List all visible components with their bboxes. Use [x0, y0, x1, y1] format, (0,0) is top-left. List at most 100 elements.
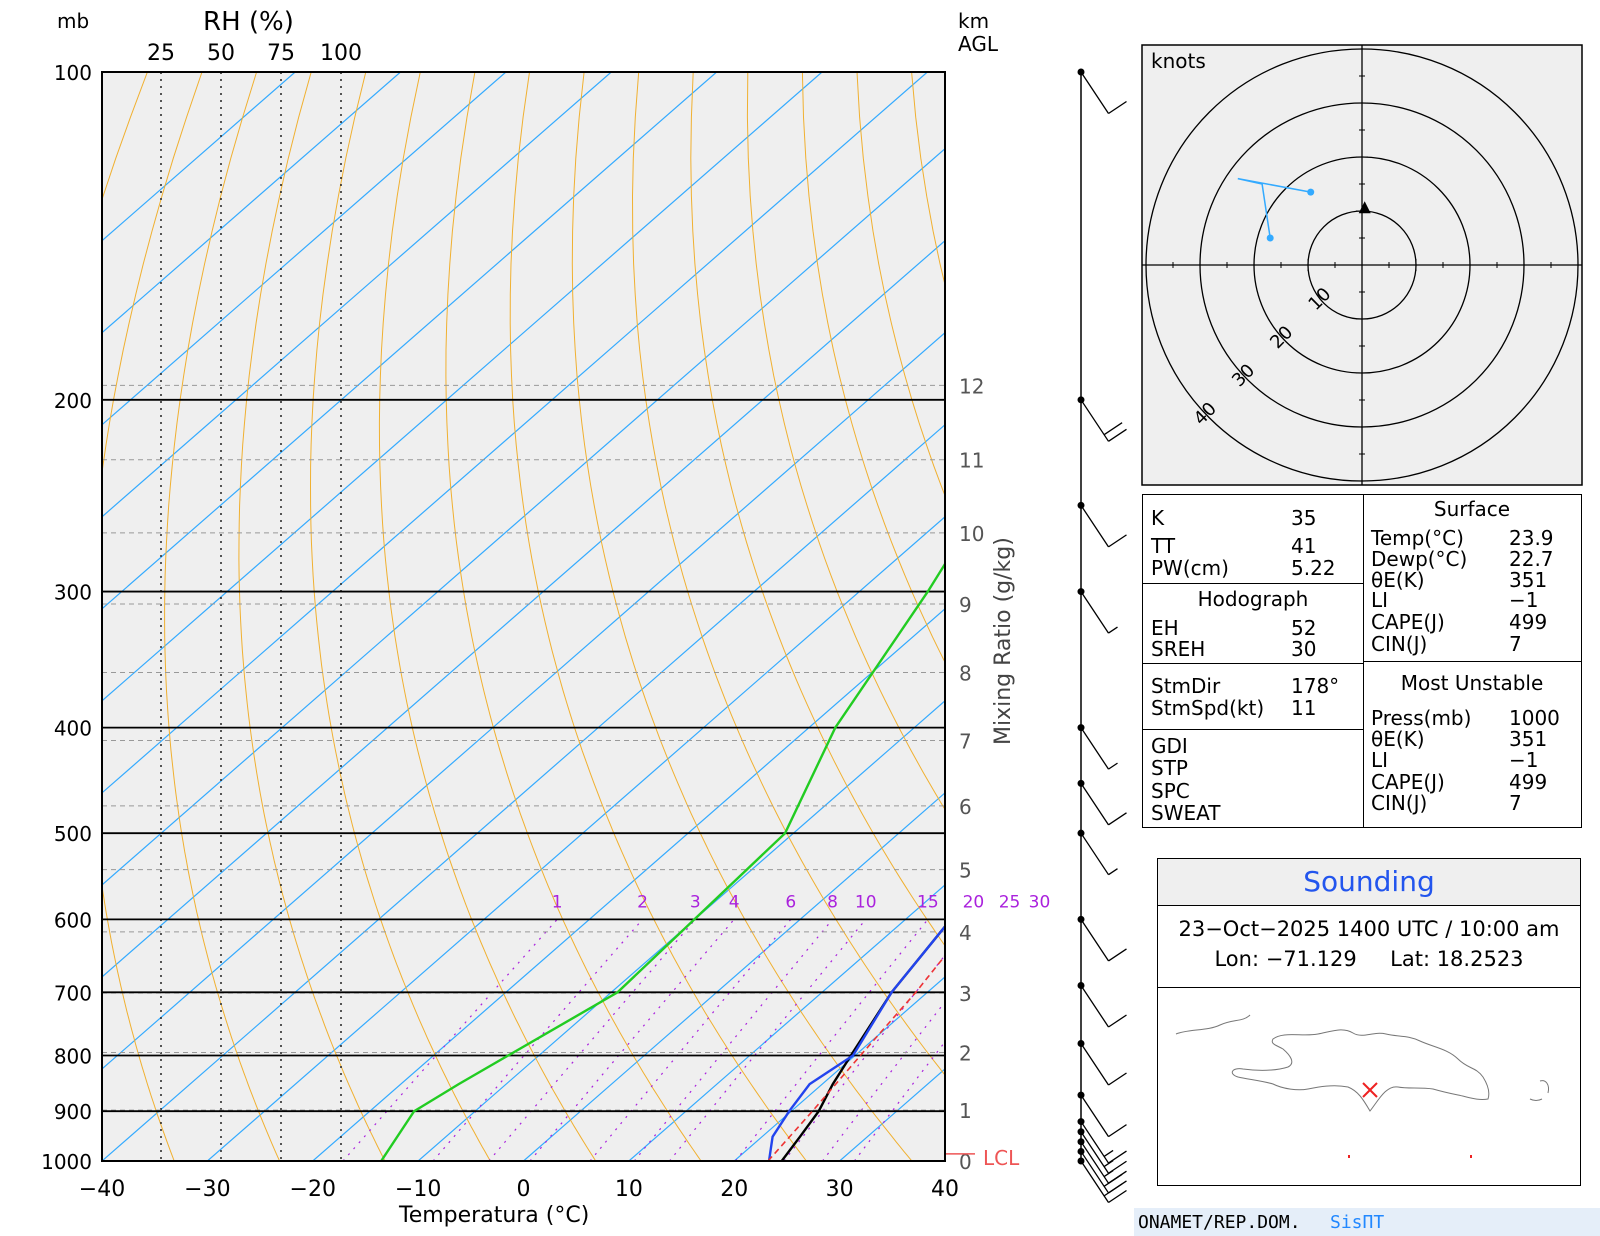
- marker-dot: [1470, 1155, 1472, 1158]
- relative-humidity-line: [380, 561, 945, 1161]
- wind-barb-shaft: [1080, 1043, 1110, 1086]
- k-value: 35: [1291, 506, 1317, 530]
- temperature-line: [780, 924, 945, 1161]
- dry-adiabat-line: [631, 72, 945, 1076]
- temperature-tick-label: −10: [395, 1177, 441, 1202]
- gdi-label: GDI: [1151, 734, 1188, 758]
- wind-barb: [1080, 591, 1118, 634]
- wind-barb-shaft: [1080, 591, 1110, 634]
- most-unstable-header: Most Unstable: [1400, 671, 1544, 695]
- dry-adiabat-line: [309, 72, 491, 1161]
- mu-theta-label: θE(K): [1371, 727, 1425, 751]
- mu-theta-value: 351: [1509, 727, 1548, 751]
- plot-background: [102, 72, 945, 1161]
- mixing-ratio-line: [822, 1000, 945, 1161]
- mixing-ratio-tick-label: 8: [827, 892, 838, 912]
- isotherm-line: [102, 72, 401, 334]
- mu-press-value: 1000: [1509, 706, 1560, 730]
- wind-barb: [1080, 832, 1118, 876]
- cuba-coastline: [1175, 1014, 1251, 1035]
- temperature-tick-label: 0: [517, 1177, 531, 1202]
- sreh-label: SREH: [1151, 637, 1206, 661]
- puerto-rico-coastline: [1529, 1080, 1549, 1101]
- diagram-lines: [102, 72, 945, 1161]
- wind-barb: [1080, 782, 1127, 826]
- wind-barb-flag: [1108, 100, 1127, 115]
- mixing-ratio-tick-label: 2: [637, 892, 648, 912]
- mixing-ratio-line: [853, 1040, 945, 1161]
- temperature-tick-label: 10: [615, 1177, 643, 1202]
- x-axis-label: Temperatura (°C): [398, 1203, 589, 1228]
- tt-value: 41: [1291, 534, 1317, 558]
- pressure-tick-label: 600: [54, 908, 92, 932]
- mixing-ratio-tick-label: 25: [999, 892, 1021, 912]
- hispaniola-coastline: [1231, 1029, 1490, 1112]
- height-tick-label: 1: [959, 1099, 972, 1123]
- isotherm-line: [733, 976, 945, 1161]
- surface-cape-value: 499: [1509, 610, 1548, 634]
- isotherm-line: [102, 72, 507, 426]
- mu-li-label: LI: [1371, 748, 1389, 772]
- mixing-ratio-tick-label: 15: [917, 892, 939, 912]
- divider: [1363, 661, 1581, 662]
- dry-adiabat-line: [690, 72, 945, 947]
- footer-bar: ONAMET/REP.DOM. SisПТ: [1134, 1208, 1600, 1236]
- lcl-label: LCL: [983, 1146, 1020, 1170]
- parcel-path-line: [767, 954, 945, 1161]
- dry-adiabat-line: [571, 72, 913, 1161]
- surface-li-label: LI: [1371, 588, 1389, 612]
- wind-barb-flag: [1108, 1160, 1127, 1174]
- rh-tick-label: 100: [320, 41, 362, 66]
- isotherm-line: [628, 884, 945, 1161]
- divider: [1143, 583, 1363, 584]
- dry-adiabat-line: [445, 72, 702, 1161]
- isotherm-line: [206, 515, 945, 1161]
- pressure-tick-label: 700: [54, 981, 92, 1005]
- wind-barb-shaft: [1080, 919, 1110, 962]
- dry-adiabat-line: [102, 72, 203, 1161]
- pressure-tick-label: 300: [54, 581, 92, 605]
- wind-barb: [1080, 71, 1127, 115]
- isotherm-line: [102, 72, 612, 518]
- pressure-tick-label: 500: [54, 822, 92, 846]
- marker-dot: [1348, 1155, 1350, 1158]
- surface-li-value: −1: [1509, 588, 1539, 612]
- indices-right-column: Surface Temp(°C) 23.9 Dewp(°C) 22.7 θE(K) 3…: [1363, 495, 1581, 827]
- dry-adiabat-line: [378, 72, 597, 1161]
- wind-barb-half-flag: [1108, 762, 1118, 770]
- wind-barb-shaft: [1080, 399, 1110, 442]
- wind-barb-flag: [1108, 1014, 1127, 1028]
- height-label-top: km: [958, 9, 989, 33]
- wind-barb-half-flag: [1108, 626, 1118, 634]
- mixing-ratio-tick-label: 30: [1029, 892, 1051, 912]
- stmdir-value: 178°: [1291, 674, 1340, 698]
- isotherm-line: [102, 423, 945, 1161]
- wind-barb: [1080, 1121, 1127, 1164]
- rh-tick-label: 50: [207, 41, 235, 66]
- mu-cape-label: CAPE(J): [1371, 770, 1445, 794]
- mixing-ratio-line: [342, 918, 558, 1161]
- stp-label: STP: [1151, 756, 1188, 780]
- rh-axis-label: RH (%): [203, 7, 294, 37]
- location-marker-icon: [1362, 1082, 1378, 1098]
- wind-barb: [1080, 399, 1127, 442]
- hodograph-end-point: [1307, 188, 1315, 196]
- mixing-ratio-line: [783, 954, 945, 1161]
- height-tick-label: 9: [959, 593, 972, 617]
- pressure-tick-label: 100: [54, 61, 92, 85]
- pressure-tick-label: 1000: [41, 1150, 92, 1174]
- eh-label: EH: [1151, 616, 1179, 640]
- wind-barb-shaft: [1080, 727, 1110, 770]
- height-tick-label: 6: [959, 795, 972, 819]
- dry-adiabat-line: [746, 72, 945, 811]
- height-tick-label: 5: [959, 859, 972, 883]
- surface-header: Surface: [1433, 497, 1511, 521]
- stmspd-label: StmSpd(kt): [1151, 696, 1265, 720]
- temperature-tick-label: −40: [79, 1177, 125, 1202]
- hodograph-title: knots: [1151, 49, 1206, 73]
- divider: [1143, 729, 1363, 730]
- isotherm-line: [102, 72, 823, 702]
- wind-barbs: [1077, 68, 1127, 1204]
- wind-barb-flag: [1108, 812, 1127, 826]
